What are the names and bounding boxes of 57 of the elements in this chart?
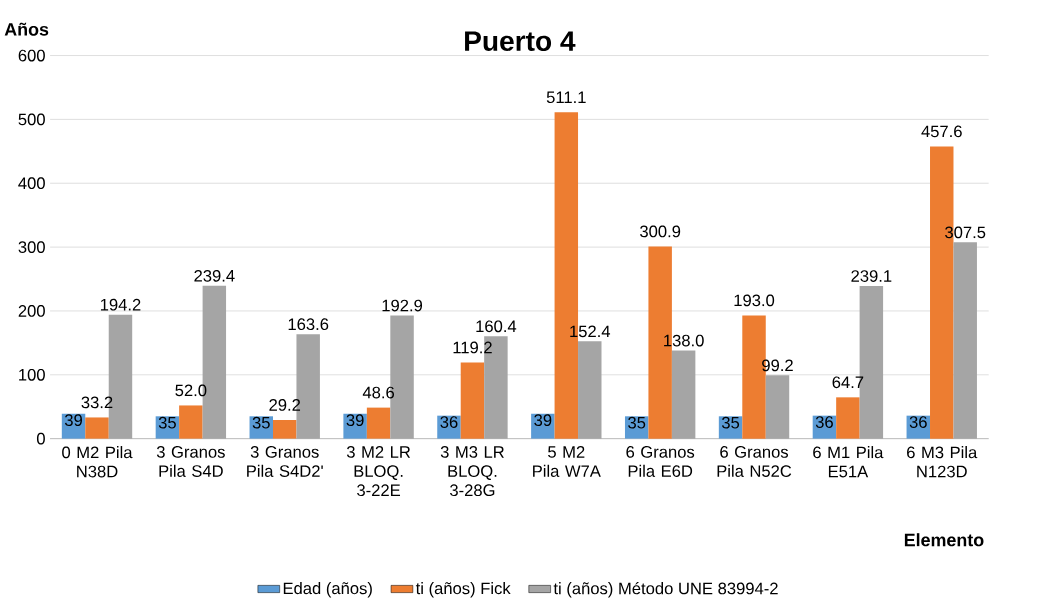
bar	[179, 405, 203, 439]
data-label: 36	[440, 416, 458, 428]
chart-title: Puerto 4	[465, 31, 576, 51]
legend-label: Edad (años)	[283, 581, 372, 598]
x-tick-label: 0 M2 Pila N38D	[62, 445, 133, 478]
data-label: 39	[346, 414, 364, 426]
x-tick-label: 3 Granos Pila S4D2'	[247, 445, 323, 477]
bar	[460, 362, 485, 439]
x-tick-label: 6 Granos Pila N52C	[717, 445, 792, 477]
bar	[85, 417, 109, 439]
data-label: 39	[534, 414, 552, 426]
x-tick-label: 6 M1 Pila E51A	[813, 445, 884, 478]
x-tick-label: 3 M3 LR BLOQ. 3-28G	[440, 445, 504, 497]
x-tick-label: 3 M2 LR BLOQ. 3-22E	[346, 445, 411, 497]
y-tick-label: 100	[19, 368, 45, 381]
data-label: 160.4	[476, 320, 517, 333]
bar	[836, 397, 860, 439]
y-tick-label: 300	[18, 241, 45, 253]
data-label: 36	[815, 416, 833, 428]
y-tick-label: 500	[18, 113, 45, 126]
data-label: 39	[64, 414, 82, 426]
data-label: 119.2	[453, 341, 492, 354]
bar	[343, 413, 367, 439]
y-tick-label: 0	[36, 432, 45, 445]
y-axis-title: Años	[4, 22, 49, 36]
data-label: 457.6	[921, 125, 962, 138]
x-tick-label: 6 M3 Pila N123D	[907, 445, 978, 478]
data-label: 193.0	[734, 294, 775, 307]
y-tick-label: 400	[18, 177, 45, 190]
legend-label: ti (años) Método UNE 83994-2	[553, 581, 778, 598]
data-label: 35	[158, 416, 176, 429]
y-tick-label: 200	[18, 304, 45, 317]
x-tick-label: 3 Granos Pila S4D	[156, 445, 225, 477]
y-tick-label: 600	[18, 49, 45, 62]
data-label: 48.6	[362, 386, 395, 399]
x-tick-label: 5 M2 Pila W7A	[533, 445, 601, 477]
data-label: 52.0	[175, 384, 207, 397]
data-label: 192.9	[382, 299, 423, 312]
data-label: 239.4	[194, 269, 235, 282]
data-label: 300.9	[640, 225, 681, 238]
data-label: 511.1	[546, 91, 586, 104]
bar	[531, 413, 555, 439]
data-label: 239.1	[851, 270, 892, 282]
data-label: 29.2	[269, 398, 301, 411]
data-label: 35	[628, 416, 646, 429]
data-label: 35	[721, 416, 740, 429]
bar	[366, 407, 391, 439]
data-label: 64.7	[832, 376, 864, 389]
x-axis-title: Elemento	[904, 533, 984, 547]
data-label: 36	[909, 416, 927, 428]
data-label: 35	[252, 416, 270, 429]
data-label: 194.2	[100, 298, 141, 311]
bar	[272, 419, 297, 439]
data-label: 33.2	[81, 396, 113, 409]
legend-label: ti (años) Fick	[415, 581, 511, 598]
x-tick-label: 6 Granos Pila E6D	[626, 445, 695, 477]
data-label: 163.6	[288, 318, 329, 331]
